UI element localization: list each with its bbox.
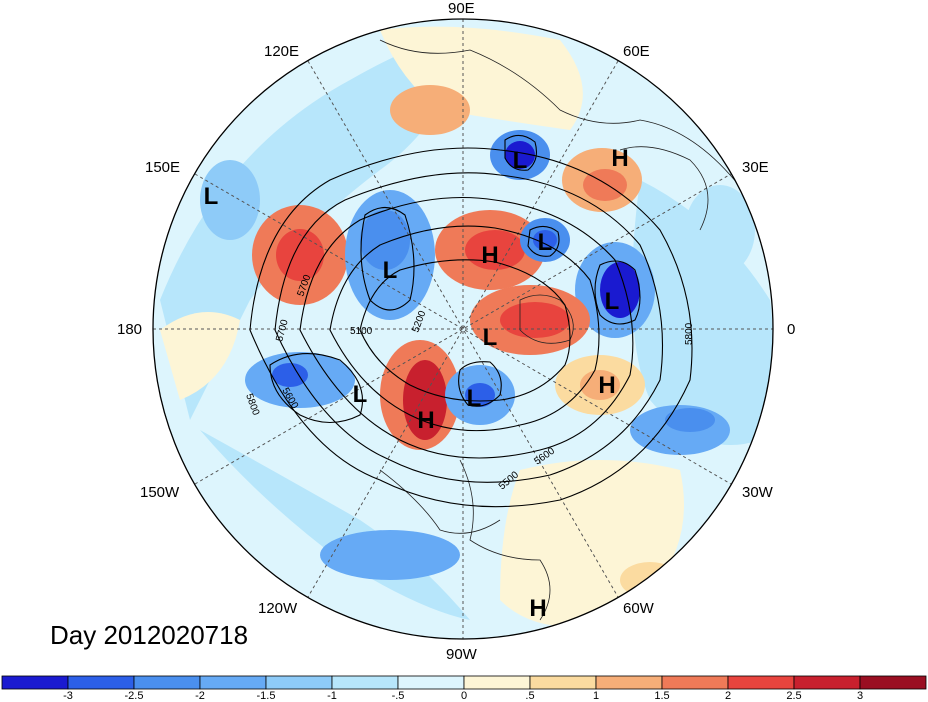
colorbar-swatch [661,675,729,690]
colorbar-swatch [199,675,267,690]
colorbar-tick-label: 2 [725,690,731,702]
high-center: H [529,595,546,622]
anomaly-field [153,19,773,639]
longitude-labels: 90E 90W 180 0 120E 150E 60E 30E 150W 120… [117,0,795,663]
map-title: Day 2012020718 [50,620,249,650]
colorbar-swatch [67,675,135,690]
coastlines [379,39,751,621]
high-center: H [481,242,498,269]
lon-label-0: 0 [787,321,795,338]
colorbar-swatch [793,675,861,690]
contour-label: 5800 [684,322,695,345]
graticule [153,19,773,639]
lon-label-30w: 30W [742,484,774,501]
low-center: L [353,381,368,408]
colorbar: -3 -2.5 -2 -1.5 -1 -.5 0 .5 1 1.5 2 2.5 3 [1,675,927,702]
low-center: L [483,324,498,351]
colorbar-swatch [463,675,531,690]
colorbar-tick-label: .5 [525,690,534,702]
colorbar-tick-label: -2.5 [125,690,144,702]
colorbar-tick-label: 0 [461,690,467,702]
colorbar-tick-label: -3 [63,690,73,702]
colorbar-tick-label: 2.5 [786,690,801,702]
lon-label-90w: 90W [446,646,478,663]
colorbar-tick-label: -.5 [392,690,405,702]
colorbar-swatch [595,675,663,690]
contour-label: 5100 [350,326,373,337]
colorbar-tick-label: -1 [327,690,337,702]
low-center: L [538,229,553,256]
colorbar-swatch [859,675,927,690]
map-border [152,18,774,640]
lon-label-180: 180 [117,321,142,338]
colorbar-swatch [331,675,399,690]
lon-label-60e: 60E [623,43,650,60]
lon-label-90e: 90E [448,0,475,17]
low-center: L [383,257,398,284]
high-center: H [417,407,434,434]
lon-label-150e: 150E [145,159,180,176]
lon-label-120e: 120E [264,43,299,60]
colorbar-swatch [397,675,465,690]
colorbar-tick-label: -1.5 [257,690,276,702]
lon-label-120w: 120W [258,600,298,617]
pressure-centers: L L L L L L L L H H H H H [204,145,629,622]
low-center: L [467,385,482,412]
colorbar-swatch [133,675,201,690]
lon-label-30e: 30E [742,159,769,176]
colorbar-swatch [265,675,333,690]
low-center: L [513,147,528,174]
colorbar-tick-label: 3 [857,690,863,702]
colorbar-swatch [529,675,597,690]
height-contours [249,134,693,508]
colorbar-tick-label: 1 [593,690,599,702]
colorbar-tick-label: 1.5 [654,690,669,702]
colorbar-swatch [1,675,69,690]
high-center: H [611,145,628,172]
lon-label-60w: 60W [623,600,655,617]
low-center: L [605,288,620,315]
low-center: L [204,183,219,210]
high-center: H [598,372,615,399]
colorbar-swatch [727,675,795,690]
colorbar-tick-label: -2 [195,690,205,702]
lon-label-150w: 150W [140,484,180,501]
